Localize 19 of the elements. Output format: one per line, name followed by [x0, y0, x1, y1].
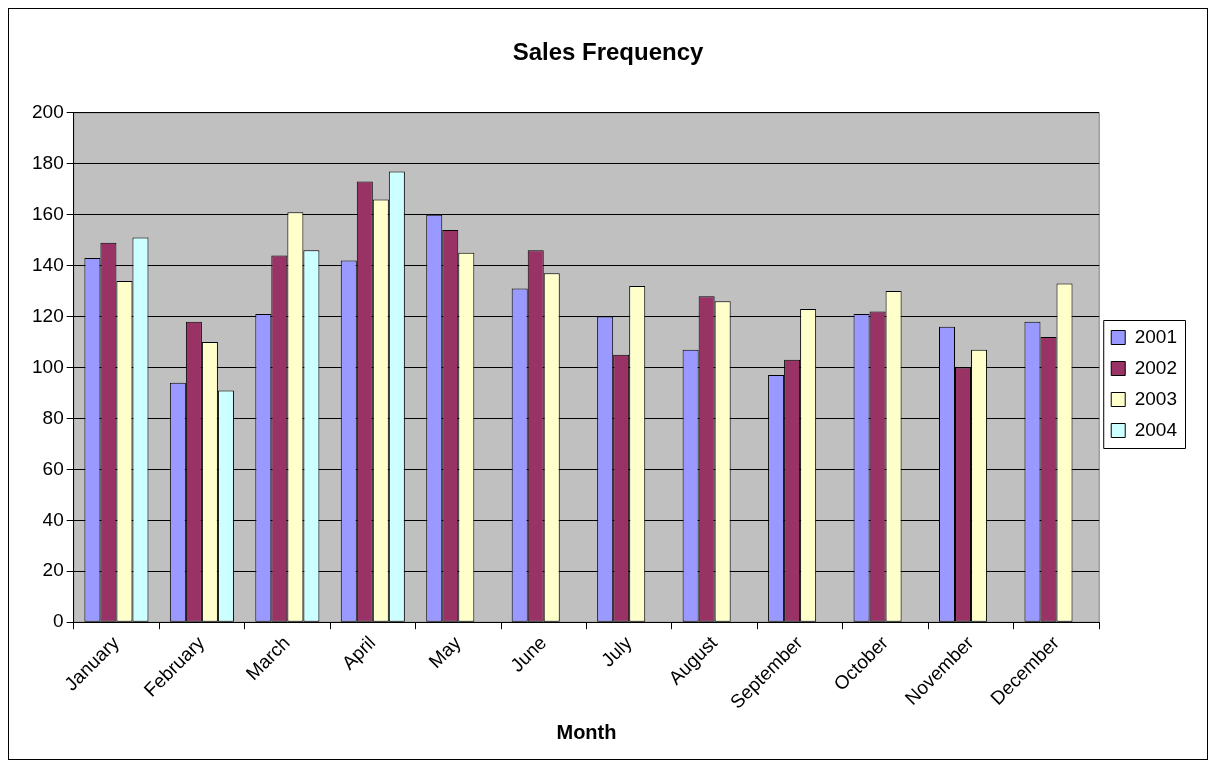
- y-tick-label: 140: [32, 253, 64, 275]
- y-tick-label: 100: [32, 355, 64, 377]
- y-tick-label: 60: [42, 457, 64, 479]
- legend-label: 2002: [1134, 356, 1178, 378]
- y-tick-label: 40: [42, 508, 64, 530]
- x-tick-label: May: [424, 631, 466, 673]
- y-tick-label: 0: [53, 610, 64, 632]
- legend-label: 2003: [1134, 387, 1178, 409]
- x-tick-label: July: [596, 631, 637, 671]
- y-tick-label: 200: [32, 101, 64, 123]
- y-tick-label: 20: [42, 559, 64, 581]
- x-axis-title: Month: [556, 720, 617, 743]
- legend-label: 2001: [1134, 325, 1178, 347]
- y-tick-label: 80: [42, 406, 64, 428]
- chart-title: Sales Frequency: [512, 38, 705, 66]
- y-tick-label: 160: [32, 202, 64, 224]
- y-tick-label: 180: [32, 151, 64, 173]
- y-tick-label: 120: [32, 304, 64, 326]
- legend-label: 2004: [1134, 418, 1178, 440]
